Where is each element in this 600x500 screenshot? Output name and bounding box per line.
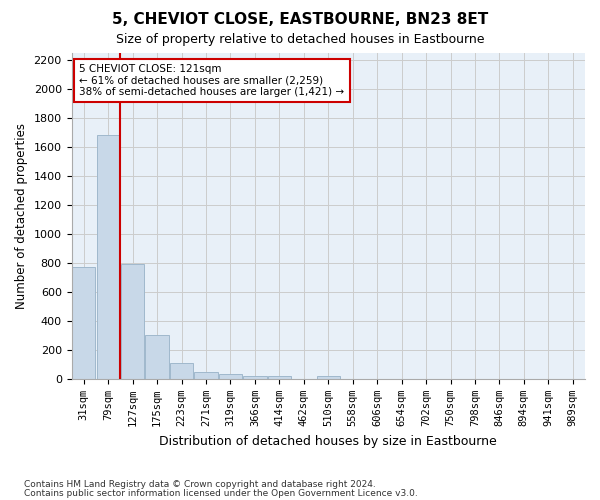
Text: Contains public sector information licensed under the Open Government Licence v3: Contains public sector information licen… xyxy=(24,489,418,498)
Bar xyxy=(97,135,120,379)
Y-axis label: Number of detached properties: Number of detached properties xyxy=(15,122,28,308)
Text: 5, CHEVIOT CLOSE, EASTBOURNE, BN23 8ET: 5, CHEVIOT CLOSE, EASTBOURNE, BN23 8ET xyxy=(112,12,488,28)
Bar xyxy=(317,376,340,379)
Bar xyxy=(170,363,193,379)
X-axis label: Distribution of detached houses by size in Eastbourne: Distribution of detached houses by size … xyxy=(160,434,497,448)
Text: Size of property relative to detached houses in Eastbourne: Size of property relative to detached ho… xyxy=(116,32,484,46)
Bar xyxy=(243,376,266,379)
Bar xyxy=(194,372,218,379)
Text: Contains HM Land Registry data © Crown copyright and database right 2024.: Contains HM Land Registry data © Crown c… xyxy=(24,480,376,489)
Bar xyxy=(72,266,95,379)
Bar xyxy=(219,374,242,379)
Text: 5 CHEVIOT CLOSE: 121sqm
← 61% of detached houses are smaller (2,259)
38% of semi: 5 CHEVIOT CLOSE: 121sqm ← 61% of detache… xyxy=(79,64,344,97)
Bar xyxy=(268,376,291,379)
Bar xyxy=(121,264,144,379)
Bar xyxy=(145,336,169,379)
